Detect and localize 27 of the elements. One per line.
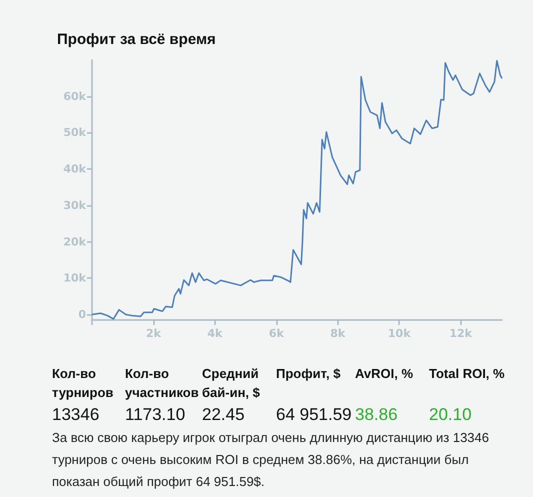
text: Кол-во турниров bbox=[52, 365, 114, 402]
x-tick-label: 6k bbox=[268, 327, 284, 340]
y-tick-label: 30k bbox=[63, 198, 87, 212]
x-tick-label: 2k bbox=[146, 327, 162, 340]
y-tick-label: 10k bbox=[63, 272, 87, 285]
text: 64 951.59 bbox=[276, 405, 353, 425]
y-tick-label: 0 bbox=[78, 308, 86, 322]
text: 38.86 bbox=[355, 405, 399, 425]
text: AvROI, % bbox=[355, 365, 414, 383]
text: 1173.10 bbox=[125, 405, 186, 425]
y-tick-label: 60k bbox=[63, 90, 87, 103]
text: 22.45 bbox=[202, 405, 246, 425]
x-tick-label: 4k bbox=[207, 327, 224, 340]
x-tick-label: 10k bbox=[388, 327, 412, 340]
y-tick-label: 50k bbox=[63, 126, 87, 140]
text: 20.10 bbox=[429, 405, 473, 425]
text: За всю свою карьеру игрок отыграл очень длинную дистанцию из 13346 турниров с очень высоким ROI в среднем 38.86%, на дистанции был показан общий профит 64 951.59$. bbox=[52, 429, 490, 491]
y-tick-label: 20k bbox=[63, 235, 87, 248]
y-tick-label: 40k bbox=[63, 162, 87, 176]
text: Кол-во участников bbox=[125, 365, 200, 402]
x-tick-label: 8k bbox=[330, 327, 346, 340]
chart-title: Профит за всё время bbox=[57, 31, 216, 48]
x-tick-label: 12k bbox=[449, 327, 473, 340]
text: Средний бай-ин, $ bbox=[202, 365, 261, 402]
text: Total ROI, % bbox=[429, 365, 506, 383]
text: Профит, $ bbox=[276, 365, 342, 383]
text: 13346 bbox=[52, 405, 100, 425]
